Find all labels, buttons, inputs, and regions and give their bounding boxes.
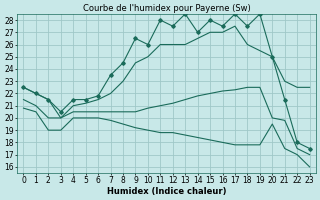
X-axis label: Humidex (Indice chaleur): Humidex (Indice chaleur) bbox=[107, 187, 226, 196]
Title: Courbe de l'humidex pour Payerne (Sw): Courbe de l'humidex pour Payerne (Sw) bbox=[83, 4, 251, 13]
